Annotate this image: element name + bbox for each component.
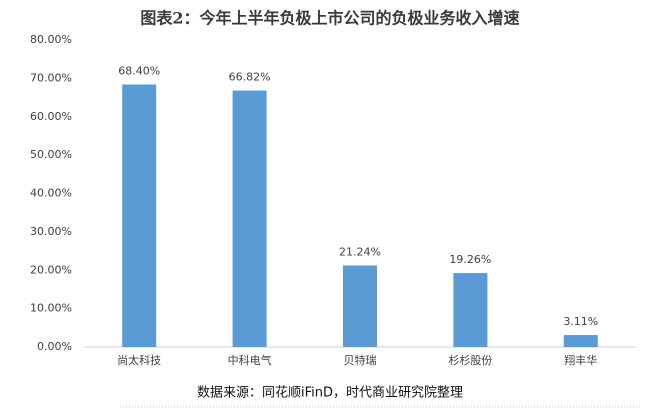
value-label: 19.26% — [449, 253, 491, 266]
y-tick-label: 40.00% — [30, 187, 72, 200]
source-note: 数据来源：同花顺iFinD，时代商业研究院整理 — [197, 385, 463, 401]
x-tick-label: 贝特瑞 — [344, 353, 377, 367]
y-tick-label: 50.00% — [30, 148, 72, 161]
value-label: 3.11% — [563, 315, 598, 328]
bar — [563, 335, 598, 347]
y-tick-label: 30.00% — [30, 225, 72, 238]
bar — [122, 84, 157, 347]
x-tick-label: 中科电气 — [228, 353, 272, 367]
y-tick-label: 0.00% — [37, 340, 72, 353]
value-label: 21.24% — [339, 245, 381, 258]
chart-title: 图表2：今年上半年负极上市公司的负极业务收入增速 — [140, 9, 519, 28]
y-tick-label: 10.00% — [30, 302, 72, 315]
x-tick-label: 尚太科技 — [117, 353, 161, 367]
value-label: 68.40% — [118, 65, 160, 78]
y-tick-label: 70.00% — [30, 71, 72, 84]
value-label: 66.82% — [229, 71, 271, 84]
bar — [343, 265, 377, 347]
y-tick-label: 20.00% — [30, 263, 72, 276]
bar — [232, 90, 267, 347]
y-tick-label: 80.00% — [30, 33, 72, 46]
bar — [453, 273, 488, 347]
y-tick-label: 60.00% — [30, 110, 72, 123]
x-tick-label: 翔丰华 — [564, 353, 597, 367]
x-tick-label: 杉杉股份 — [448, 353, 492, 367]
